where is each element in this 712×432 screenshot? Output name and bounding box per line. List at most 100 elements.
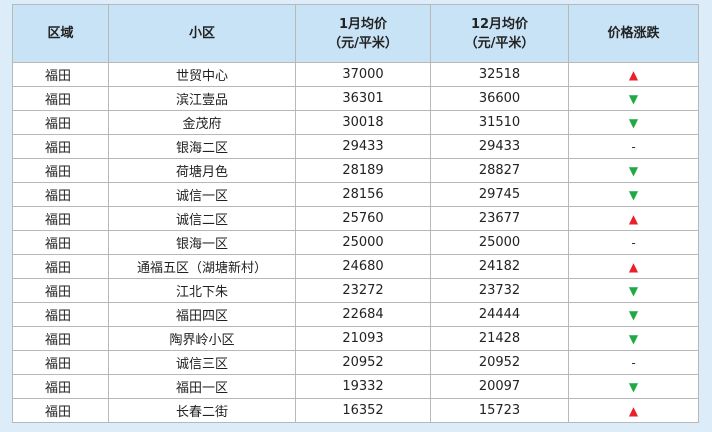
header-cell: 小区 — [108, 4, 296, 63]
table-row: 福田 荷塘月色 28189 28827 ▼ — [12, 158, 699, 183]
cell: 世贸中心 — [108, 62, 296, 87]
table-row: 福田 世贸中心 37000 32518 ▲ — [12, 62, 699, 87]
header-line: 12月均价 — [470, 16, 529, 32]
table-row: 福田 银海二区 29433 29433- — [12, 134, 699, 159]
table-row: 福田 福田四区 22684 24444 ▼ — [12, 302, 699, 327]
cell: 23732 — [430, 278, 569, 303]
table-row: 福田 福田一区 19332 20097 ▼ — [12, 374, 699, 399]
table-row: 福田 诚信二区 25760 23677 ▲ — [12, 206, 699, 231]
header-line: 区域 — [47, 26, 74, 41]
trend-cell: ▼ — [568, 374, 699, 399]
trend-cell: ▲ — [568, 206, 699, 231]
cell: 37000 — [295, 62, 431, 87]
cell: 福田 — [12, 230, 109, 255]
header-line: （元/平米） — [464, 35, 535, 51]
trend-cell: ▲ — [568, 62, 699, 87]
cell: 福田 — [12, 158, 109, 183]
header-cell: 12月均价 （元/平米） — [430, 4, 569, 63]
cell: 福田 — [12, 398, 109, 423]
cell: 20952 — [430, 350, 569, 375]
cell: 15723 — [430, 398, 569, 423]
header-line: 小区 — [188, 26, 215, 41]
cell: 19332 — [295, 374, 431, 399]
cell: 23677 — [430, 206, 569, 231]
cell: 诚信三区 — [108, 350, 296, 375]
cell: 滨江壹品 — [108, 86, 296, 111]
cell: 福田 — [12, 350, 109, 375]
cell: 24182 — [430, 254, 569, 279]
cell: 福田 — [12, 254, 109, 279]
trend-cell: ▼ — [568, 158, 699, 183]
table-row: 福田 滨江壹品 36301 36600 ▼ — [12, 86, 699, 111]
cell: 陶界岭小区 — [108, 326, 296, 351]
table-row: 福田 诚信三区 20952 20952- — [12, 350, 699, 375]
cell: 31510 — [430, 110, 569, 135]
cell: 28156 — [295, 182, 431, 207]
price-table: 区域 小区 1月均价 （元/平米） 12月均价 （元/平米） 价格涨跌 福田 世贸中心 3700… — [12, 4, 699, 423]
cell: 福田 — [12, 86, 109, 111]
cell: 23272 — [295, 278, 431, 303]
table-wrap: 区域 小区 1月均价 （元/平米） 12月均价 （元/平米） 价格涨跌 福田 世贸中心 3700… — [12, 4, 699, 423]
cell: 通福五区（湖塘新村） — [108, 254, 296, 279]
cell: 福田 — [12, 206, 109, 231]
table-body: 福田 世贸中心 37000 32518 ▲ 福田 滨江壹品 36301 36600 ▼ 福田 金茂府 3… — [12, 62, 699, 423]
trend-cell: - — [568, 230, 699, 255]
cell: 福田 — [12, 278, 109, 303]
header-cell: 价格涨跌 — [568, 4, 699, 63]
cell: 32518 — [430, 62, 569, 87]
table-row: 福田 长春二街 16352 15723 ▲ — [12, 398, 699, 423]
cell: 36301 — [295, 86, 431, 111]
header-line: （元/平米） — [328, 35, 398, 51]
cell: 福田 — [12, 134, 109, 159]
cell: 福田四区 — [108, 302, 296, 327]
cell: 22684 — [295, 302, 431, 327]
trend-cell: - — [568, 134, 699, 159]
cell: 银海一区 — [108, 230, 296, 255]
cell: 28827 — [430, 158, 569, 183]
cell: 福田 — [12, 302, 109, 327]
table-row: 福田 通福五区（湖塘新村） 24680 24182 ▲ — [12, 254, 699, 279]
trend-cell: ▼ — [568, 326, 699, 351]
cell: 24680 — [295, 254, 431, 279]
cell: 28189 — [295, 158, 431, 183]
header-cell: 区域 — [12, 4, 109, 63]
cell: 福田 — [12, 62, 109, 87]
table-row: 福田 江北下朱 23272 23732 ▼ — [12, 278, 699, 303]
cell: 江北下朱 — [108, 278, 296, 303]
header-cell: 1月均价 （元/平米） — [295, 4, 431, 63]
trend-cell: ▼ — [568, 182, 699, 207]
cell: 29433 — [295, 134, 431, 159]
cell: 29745 — [430, 182, 569, 207]
cell: 36600 — [430, 86, 569, 111]
trend-cell: ▲ — [568, 254, 699, 279]
cell: 21093 — [295, 326, 431, 351]
header-line: 1月均价 — [338, 16, 388, 32]
table-row: 福田 陶界岭小区 21093 21428 ▼ — [12, 326, 699, 351]
cell: 20097 — [430, 374, 569, 399]
cell: 金茂府 — [108, 110, 296, 135]
cell: 荷塘月色 — [108, 158, 296, 183]
table-row: 福田 诚信一区 28156 29745 ▼ — [12, 182, 699, 207]
table-row: 福田 银海一区 25000 25000- — [12, 230, 699, 255]
cell: 银海二区 — [108, 134, 296, 159]
cell: 29433 — [430, 134, 569, 159]
cell: 诚信一区 — [108, 182, 296, 207]
cell: 福田 — [12, 326, 109, 351]
cell: 25000 — [430, 230, 569, 255]
trend-cell: ▼ — [568, 86, 699, 111]
trend-cell: - — [568, 350, 699, 375]
table-row: 福田 金茂府 30018 31510 ▼ — [12, 110, 699, 135]
cell: 诚信二区 — [108, 206, 296, 231]
header-line: 价格涨跌 — [607, 26, 660, 41]
cell: 福田 — [12, 110, 109, 135]
trend-cell: ▼ — [568, 278, 699, 303]
cell: 福田一区 — [108, 374, 296, 399]
cell: 24444 — [430, 302, 569, 327]
cell: 30018 — [295, 110, 431, 135]
trend-cell: ▼ — [568, 110, 699, 135]
cell: 福田 — [12, 182, 109, 207]
cell: 25760 — [295, 206, 431, 231]
cell: 25000 — [295, 230, 431, 255]
cell: 福田 — [12, 374, 109, 399]
